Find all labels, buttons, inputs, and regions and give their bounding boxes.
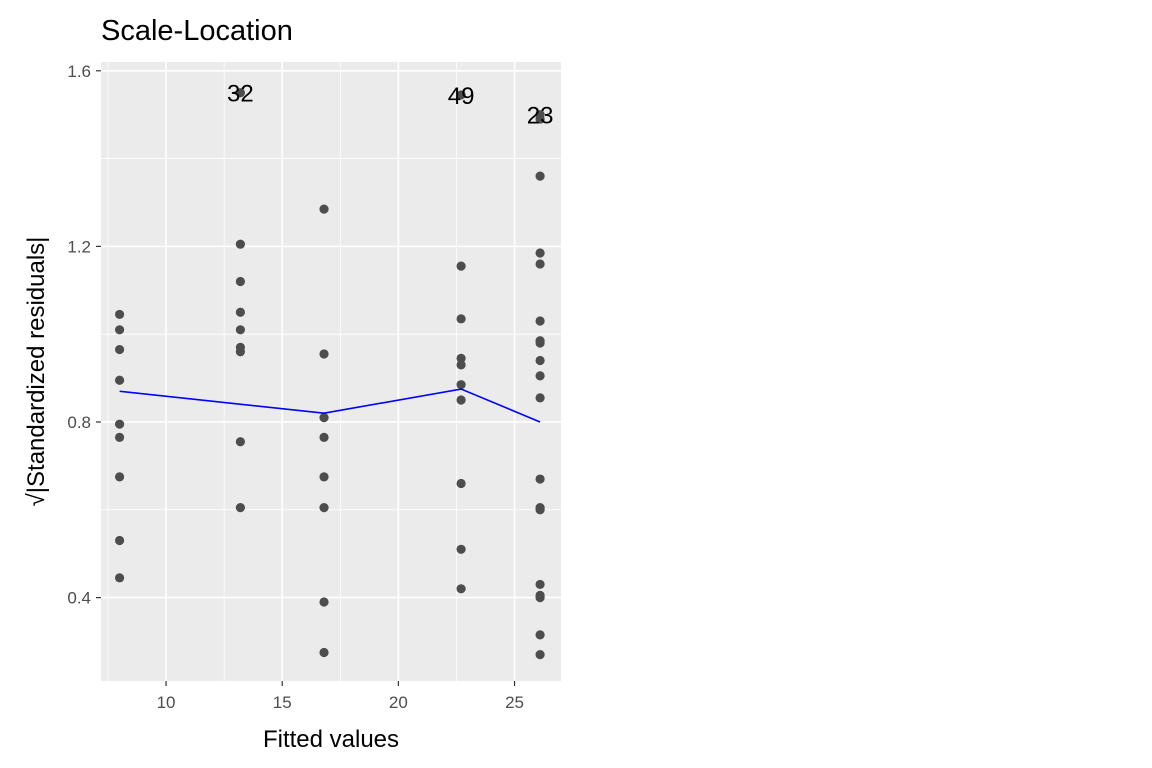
data-point (535, 474, 545, 484)
data-point (535, 259, 545, 269)
y-tick-labels: 0.4 0.8 1.2 1.6 (67, 62, 91, 608)
data-point (456, 478, 466, 489)
point-labels: 32 49 23 (227, 81, 553, 130)
data-point (535, 650, 545, 660)
data-point (456, 314, 466, 324)
x-tick-label: 20 (389, 693, 408, 712)
data-point (319, 472, 329, 482)
data-point (319, 647, 329, 658)
y-tick-label: 1.6 (67, 62, 91, 81)
data-point (114, 573, 125, 583)
y-axis-title-text: Standardized residuals (23, 243, 50, 487)
data-point (319, 597, 329, 607)
x-tick-label: 15 (273, 693, 292, 712)
data-point (535, 579, 545, 590)
data-point (456, 353, 466, 363)
data-point (535, 505, 545, 515)
data-point (535, 338, 545, 348)
data-point (235, 325, 245, 335)
data-point (235, 437, 245, 447)
data-point (235, 347, 245, 357)
data-point (319, 204, 329, 214)
x-axis-title: Fitted values (263, 726, 399, 753)
chart-title: Scale-Location (101, 15, 293, 47)
data-points (114, 88, 545, 660)
minor-gridlines (101, 62, 561, 681)
x-tick-label: 25 (505, 693, 524, 712)
data-point (456, 360, 466, 370)
y-tick-label: 1.2 (67, 237, 91, 256)
major-gridlines (101, 62, 561, 681)
data-point (456, 395, 466, 405)
data-point (456, 544, 466, 554)
y-axis-title-prefix: √| (23, 487, 50, 506)
data-point (535, 355, 545, 366)
data-point (535, 592, 545, 603)
data-point (235, 88, 245, 98)
data-point (535, 630, 545, 640)
data-point (319, 502, 329, 513)
data-point (535, 114, 545, 124)
data-point (235, 307, 245, 317)
data-point (235, 276, 245, 287)
data-point (114, 419, 125, 429)
data-point (319, 349, 329, 359)
y-axis-title: √|Standardized residuals| (23, 237, 50, 507)
data-point (456, 584, 466, 594)
data-point (114, 325, 125, 335)
point-label: 23 (527, 103, 554, 130)
data-point (114, 535, 125, 546)
data-point (535, 248, 545, 258)
x-tick-labels: 10 15 20 25 (157, 693, 524, 712)
point-label: 32 (227, 81, 254, 108)
plot-panel (101, 62, 561, 681)
data-point (114, 309, 125, 320)
data-point (114, 472, 125, 482)
data-point (535, 393, 545, 403)
data-point (319, 432, 329, 442)
point-label: 49 (448, 83, 475, 110)
data-point (456, 90, 466, 100)
axis-ticks (96, 70, 516, 686)
data-point (114, 344, 125, 355)
data-point (535, 316, 545, 326)
data-point (456, 261, 466, 271)
data-point (114, 432, 125, 442)
data-point (535, 371, 545, 381)
data-point (235, 239, 245, 249)
data-point (319, 412, 329, 423)
data-point (114, 375, 125, 385)
y-axis-title-suffix: | (23, 237, 50, 243)
x-tick-label: 10 (157, 693, 176, 712)
y-tick-label: 0.4 (67, 589, 91, 608)
data-point (456, 380, 466, 390)
data-point (535, 171, 545, 181)
data-point (235, 502, 245, 513)
smooth-line (119, 388, 541, 423)
y-tick-label: 0.8 (67, 413, 91, 432)
